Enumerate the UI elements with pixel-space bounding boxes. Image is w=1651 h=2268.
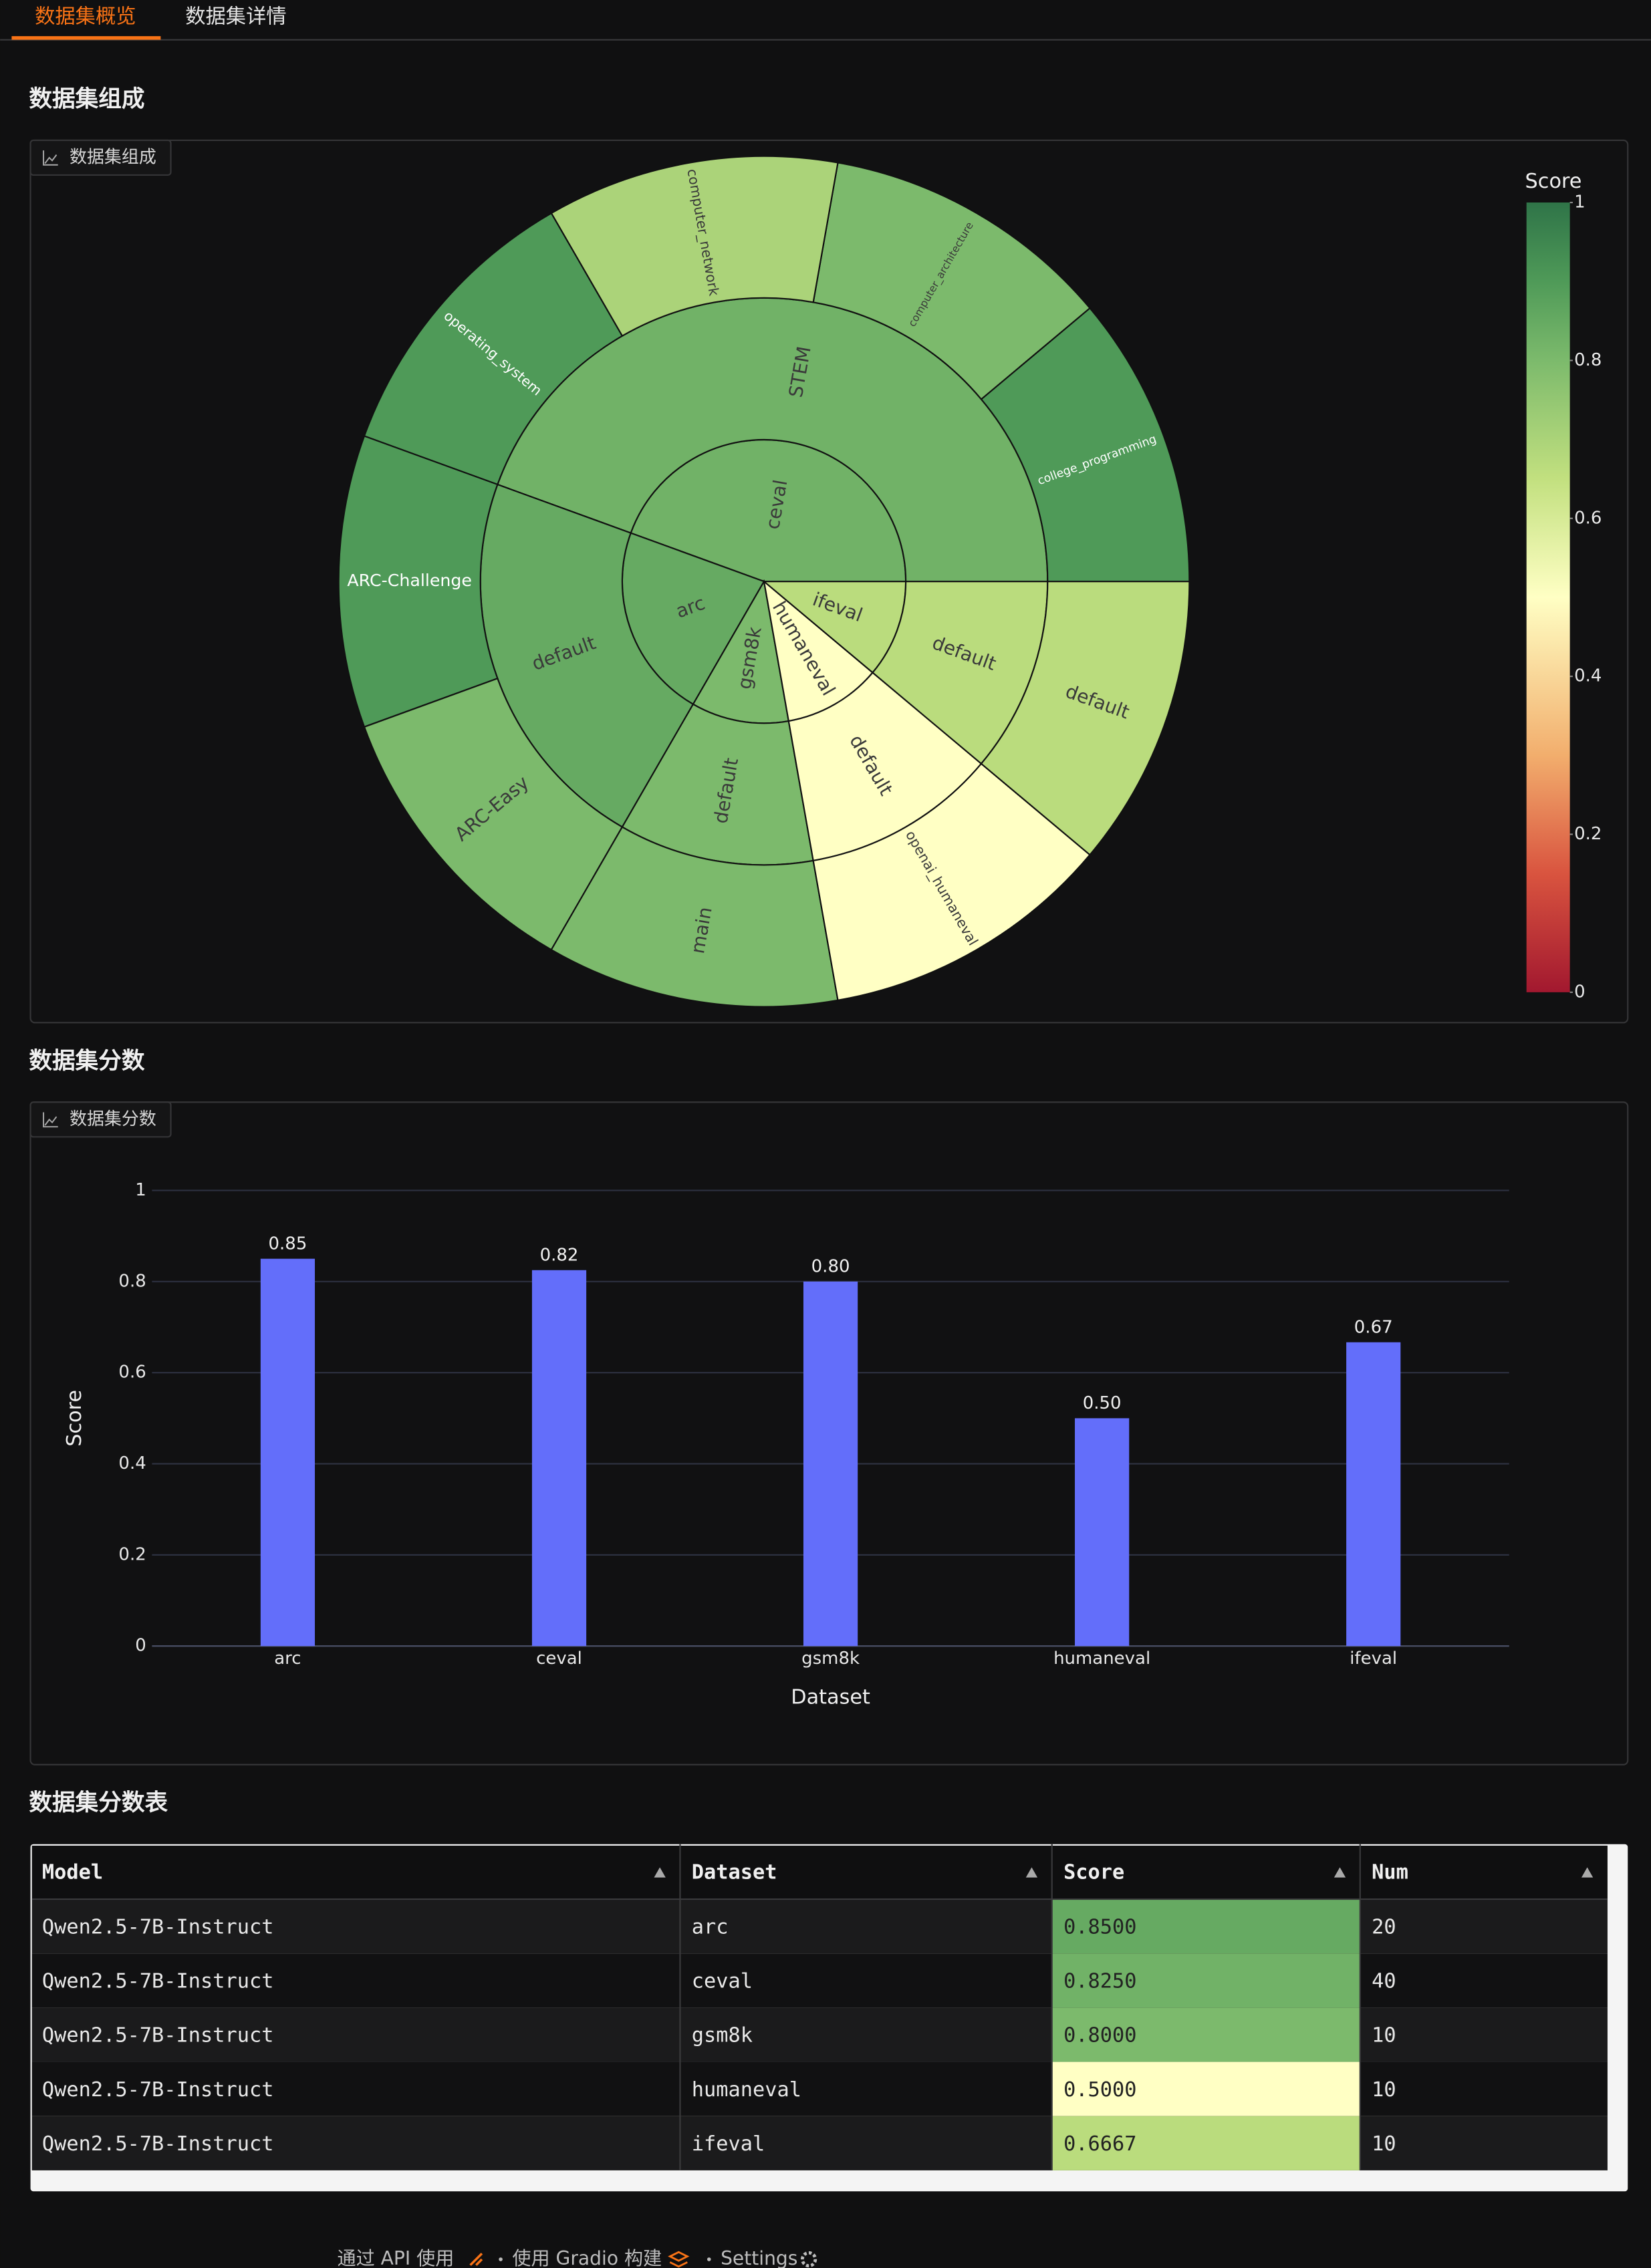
settings-icon	[800, 2251, 817, 2268]
table-cell: Qwen2.5-7B-Instruct	[42, 1969, 274, 1993]
table-cell: 20	[1372, 1915, 1396, 1939]
footer: 通过 API 使用 使用 Gradio 构建 Settings	[337, 2247, 817, 2268]
table-cell: 0.8250	[1063, 1969, 1136, 1993]
table-cell: Qwen2.5-7B-Instruct	[42, 2132, 274, 2156]
score-cell	[1051, 2007, 1360, 2062]
x-tick-label: arc	[274, 1649, 301, 1669]
colorbar-ramp	[1526, 202, 1570, 992]
table: Model Dataset Score Num Qwen2.5-7B-Instruct a…	[30, 1844, 1628, 2192]
table-cell: ceval	[692, 1969, 753, 1993]
section-heading: 数据集分数	[29, 1048, 145, 1075]
bar	[531, 1270, 587, 1647]
x-axis-title: Dataset	[791, 1686, 870, 1709]
column-header: Score	[1063, 1861, 1124, 1884]
table-cell: 0.5000	[1063, 2078, 1136, 2102]
header-row	[31, 1845, 1608, 1900]
x-tick-label: humaneval	[1053, 1649, 1150, 1669]
sort-button[interactable]	[654, 1867, 666, 1878]
score-cell	[1051, 2062, 1360, 2116]
bar	[803, 1281, 858, 1647]
footer-link[interactable]: 使用 Gradio 构建	[512, 2247, 662, 2268]
bar	[1075, 1418, 1130, 1647]
x-tick-label: ceval	[536, 1649, 582, 1669]
bar	[260, 1258, 315, 1647]
table-cell: 0.6667	[1063, 2132, 1136, 2156]
value-label: 0.85	[269, 1234, 307, 1254]
table-cell: 0.8000	[1063, 2024, 1136, 2047]
column-header: Model	[42, 1861, 103, 1884]
footer-link[interactable]: 通过 API 使用	[337, 2247, 454, 2268]
y-tick-label: 0.8	[118, 1271, 146, 1291]
score-cell	[1051, 1953, 1360, 2008]
footer-link[interactable]: Settings	[721, 2247, 797, 2268]
y-tick-label: 0	[135, 1636, 146, 1656]
column-header: Dataset	[692, 1861, 777, 1884]
table-cell: Qwen2.5-7B-Instruct	[42, 2024, 274, 2047]
y-tick-label: 0.4	[118, 1453, 146, 1473]
colorbar-tick-label: 0.8	[1574, 350, 1602, 370]
table-cell: 10	[1372, 2132, 1396, 2156]
table-cell: Qwen2.5-7B-Instruct	[42, 2078, 274, 2102]
sort-button[interactable]	[1025, 1867, 1038, 1878]
tab[interactable]: 数据集详情	[185, 5, 286, 28]
score-cell	[1051, 2116, 1360, 2170]
section-heading: 数据集组成	[29, 86, 144, 112]
panel-badge	[29, 139, 172, 176]
colorbar-title: Score	[1525, 170, 1582, 193]
gradio-icon	[668, 2251, 690, 2268]
x-tick-label: ifeval	[1350, 1649, 1397, 1669]
y-tick-label: 0.2	[118, 1544, 146, 1564]
y-tick-label: 0.6	[118, 1363, 146, 1383]
sort-button[interactable]	[1334, 1867, 1346, 1878]
bar	[1346, 1342, 1401, 1647]
colorbar-tick-label: 0.6	[1574, 508, 1602, 528]
colorbar-tick-label: 0	[1574, 982, 1585, 1002]
chart-icon	[43, 1112, 58, 1128]
sunburst-chart: cevalSTEMcollege_programmingcomputer_arc…	[338, 155, 1190, 1008]
separator	[707, 2257, 711, 2261]
y-tick-label: 1	[135, 1180, 146, 1200]
rocket-icon	[469, 2253, 483, 2266]
table-cell: humaneval	[692, 2078, 801, 2102]
panel-label: 数据集组成	[70, 147, 156, 167]
tab[interactable]: 数据集概览	[35, 5, 136, 28]
column-header: Num	[1372, 1861, 1408, 1884]
sort-button[interactable]	[1581, 1867, 1594, 1878]
table-cell: gsm8k	[692, 2024, 753, 2047]
panel-label: 数据集分数	[70, 1109, 156, 1129]
table-cell: 10	[1372, 2078, 1396, 2102]
sunburst-segment	[980, 581, 1190, 856]
value-label: 0.50	[1083, 1393, 1122, 1413]
panel-badge	[29, 1101, 172, 1138]
section-heading: 数据集分数表	[29, 1790, 168, 1816]
colorbar-tick-label: 0.4	[1574, 666, 1602, 686]
segment-label: ARC-Challenge	[347, 571, 472, 590]
table-cell: Qwen2.5-7B-Instruct	[42, 1915, 274, 1939]
table-cell: ifeval	[692, 2132, 765, 2156]
table-cell: 10	[1372, 2024, 1396, 2047]
y-axis-title: Score	[63, 1390, 86, 1447]
table-cell: 40	[1372, 1969, 1396, 1993]
chart-icon	[43, 150, 58, 166]
colorbar-tick-label: 1	[1574, 192, 1585, 212]
score-cell	[1051, 1899, 1360, 1954]
bar-chart: 0 0.2 0.4 0.6 0.8 1 0.85 arc 0.82 ceval 0.80 gsm8k 0…	[63, 1180, 1509, 1709]
value-label: 0.67	[1354, 1318, 1393, 1338]
tab-indicator	[11, 36, 161, 40]
x-tick-label: gsm8k	[801, 1649, 860, 1669]
table-cell: 0.8500	[1063, 1915, 1136, 1939]
colorbar: Score 0 0.2 0.4 0.6 0.8 1	[1525, 170, 1602, 1002]
separator	[499, 2257, 503, 2261]
colorbar-tick-label: 0.2	[1574, 824, 1602, 844]
value-label: 0.80	[811, 1257, 850, 1277]
table-cell: arc	[692, 1915, 729, 1939]
value-label: 0.82	[540, 1246, 579, 1266]
